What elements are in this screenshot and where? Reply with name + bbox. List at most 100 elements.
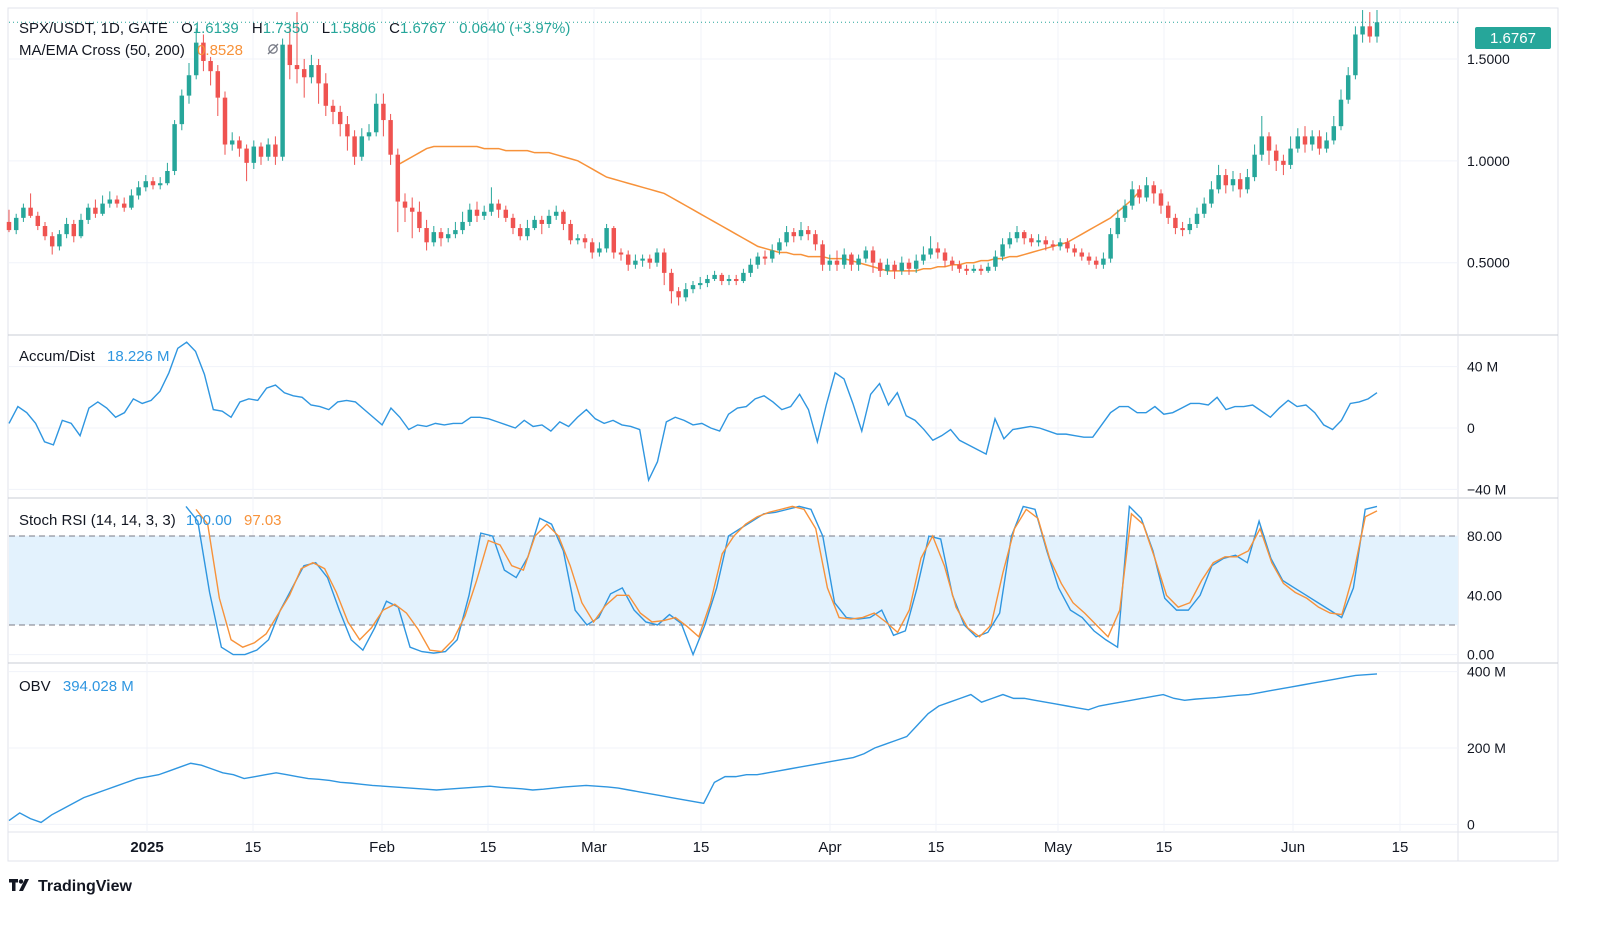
candle bbox=[1043, 236, 1049, 251]
candle-body bbox=[100, 203, 105, 214]
obv-legend-name: OBV bbox=[19, 678, 51, 695]
candle-body bbox=[676, 291, 681, 298]
candle-body bbox=[157, 183, 163, 186]
candle-body bbox=[337, 111, 343, 125]
candle-body bbox=[265, 144, 271, 157]
candle bbox=[100, 195, 105, 216]
candle bbox=[352, 130, 357, 165]
candle-body bbox=[1043, 240, 1049, 245]
candle bbox=[1036, 234, 1041, 247]
candle-body bbox=[582, 238, 588, 243]
candle bbox=[208, 56, 213, 86]
y-tick-label: 40.00 bbox=[1467, 587, 1502, 603]
candle-body bbox=[1165, 205, 1171, 218]
candle bbox=[885, 258, 890, 275]
candle-body bbox=[143, 181, 149, 188]
candle-body bbox=[856, 258, 861, 265]
candle-body bbox=[57, 234, 62, 247]
candle bbox=[345, 115, 350, 151]
candle bbox=[741, 268, 746, 284]
accum-dist-line bbox=[8, 341, 1378, 483]
candle bbox=[647, 254, 653, 269]
candle-body bbox=[1259, 136, 1265, 155]
candle bbox=[1194, 207, 1200, 229]
close-value: 1.6767 bbox=[400, 20, 446, 37]
hidden-eye-slash-icon[interactable] bbox=[267, 43, 279, 55]
candle-body bbox=[208, 60, 213, 72]
candle-body bbox=[1209, 189, 1214, 204]
candle bbox=[1079, 248, 1085, 261]
candle-body bbox=[409, 207, 415, 212]
candle bbox=[114, 195, 120, 208]
candle bbox=[1007, 232, 1013, 249]
candle-body bbox=[1295, 136, 1301, 149]
candle-body bbox=[870, 250, 876, 263]
candle bbox=[1165, 201, 1171, 224]
candle bbox=[611, 226, 617, 259]
candle bbox=[1093, 256, 1099, 269]
candle bbox=[1367, 12, 1373, 43]
candle-body bbox=[525, 228, 530, 237]
candle bbox=[1331, 115, 1337, 145]
ma-ema-line bbox=[397, 145, 1140, 272]
candle bbox=[597, 242, 602, 257]
svg-text:Stoch RSI (14, 14, 3, 3): Stoch RSI (14, 14, 3, 3) 100.00 97.03 bbox=[19, 512, 282, 529]
candle bbox=[381, 93, 386, 137]
candle-body bbox=[625, 254, 631, 265]
candle-body bbox=[841, 254, 847, 265]
candle bbox=[985, 262, 991, 273]
candle-body bbox=[503, 209, 509, 218]
candle-body bbox=[1115, 217, 1121, 235]
candle-body bbox=[805, 230, 811, 235]
candle-body bbox=[424, 228, 429, 243]
candle-body bbox=[78, 219, 84, 237]
candle bbox=[1057, 238, 1063, 251]
candle-body bbox=[575, 238, 581, 241]
candle-body bbox=[647, 258, 653, 263]
candle bbox=[877, 258, 883, 277]
candle bbox=[993, 250, 998, 271]
tradingview-logo[interactable]: TradingView bbox=[9, 878, 133, 895]
candle bbox=[49, 232, 55, 255]
candle-body bbox=[1245, 177, 1250, 190]
candle bbox=[863, 246, 869, 263]
candle-body bbox=[820, 244, 825, 265]
candle bbox=[762, 250, 768, 265]
candle bbox=[654, 248, 660, 267]
candle-body bbox=[942, 252, 948, 261]
candle-body bbox=[21, 207, 26, 218]
candle-body bbox=[1021, 232, 1027, 239]
candle-body bbox=[388, 120, 393, 155]
candle bbox=[330, 99, 336, 125]
candle-body bbox=[42, 226, 48, 237]
x-tick-label: Feb bbox=[369, 839, 395, 856]
stoch-k-line bbox=[185, 504, 1378, 657]
candle bbox=[316, 58, 321, 104]
candle bbox=[539, 215, 545, 235]
candle bbox=[121, 197, 127, 212]
candle bbox=[359, 128, 365, 161]
candle bbox=[1360, 10, 1365, 43]
x-tick-label: 15 bbox=[693, 839, 710, 856]
candle bbox=[841, 248, 847, 269]
candle-body bbox=[1367, 26, 1373, 37]
y-tick-label: 1.0000 bbox=[1467, 153, 1510, 169]
candle-body bbox=[1338, 99, 1344, 127]
candle bbox=[150, 177, 156, 190]
stoch-band-fill bbox=[9, 536, 1458, 625]
candle bbox=[604, 223, 609, 253]
candle-body bbox=[1086, 256, 1092, 261]
candle bbox=[791, 228, 797, 243]
candle bbox=[323, 73, 329, 116]
stoch-band-layer bbox=[9, 535, 1458, 626]
candle-body bbox=[244, 148, 249, 163]
candle-body bbox=[863, 250, 869, 259]
candle-body bbox=[150, 181, 156, 186]
candle bbox=[1144, 177, 1149, 202]
y-tick-label: 400 M bbox=[1467, 664, 1506, 680]
candle bbox=[856, 254, 861, 271]
candle-body bbox=[654, 252, 660, 263]
candle bbox=[294, 12, 300, 84]
candle bbox=[561, 209, 566, 231]
